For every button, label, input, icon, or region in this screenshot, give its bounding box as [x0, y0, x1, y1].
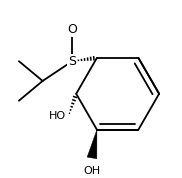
Text: O: O	[67, 23, 77, 36]
Text: OH: OH	[83, 166, 100, 176]
Polygon shape	[87, 130, 97, 159]
Text: S: S	[68, 55, 76, 68]
Text: HO: HO	[49, 111, 66, 121]
